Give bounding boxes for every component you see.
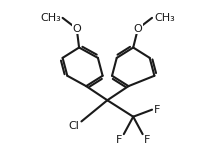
Text: F: F: [144, 135, 150, 145]
Text: O: O: [72, 24, 81, 34]
Text: CH₃: CH₃: [40, 13, 61, 23]
Text: O: O: [133, 24, 142, 34]
Text: Cl: Cl: [69, 121, 80, 131]
Text: CH₃: CH₃: [154, 13, 175, 23]
Text: F: F: [154, 105, 160, 115]
Text: F: F: [116, 135, 122, 145]
